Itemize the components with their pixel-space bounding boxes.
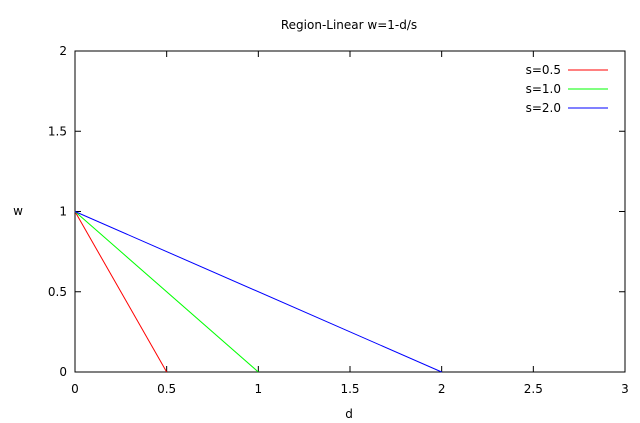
y-tick-label: 0.5	[48, 285, 67, 299]
series-line	[74, 211, 168, 373]
y-tick-label: 1	[59, 205, 67, 219]
series-line	[74, 211, 442, 373]
x-axis-label: d	[345, 407, 353, 421]
x-tick-label: 0	[71, 382, 79, 396]
x-tick-label: 1.5	[340, 382, 359, 396]
y-axis-label: w	[13, 204, 23, 218]
legend-label: s=0.5	[526, 63, 561, 77]
series-lines	[74, 211, 442, 373]
legend-label: s=1.0	[526, 82, 561, 96]
plot-area-frame	[74, 50, 626, 373]
chart-title: Region-Linear w=1-d/s	[281, 18, 417, 32]
series-line	[74, 211, 259, 373]
x-tick-label: 3	[621, 382, 629, 396]
axis-ticks: 0 0.5 1 1.5 2 2.5 3 0 0.5 1 1.5 2	[48, 44, 629, 396]
x-tick-label: 2.5	[524, 382, 543, 396]
y-tick-label: 0	[59, 365, 67, 379]
y-tick-label: 1.5	[48, 124, 67, 138]
x-tick-label: 0.5	[157, 382, 176, 396]
x-tick-label: 1	[255, 382, 263, 396]
x-tick-label: 2	[438, 382, 446, 396]
y-tick-label: 2	[59, 44, 67, 58]
legend: s=0.5 s=1.0 s=2.0	[526, 63, 608, 115]
legend-label: s=2.0	[526, 101, 561, 115]
